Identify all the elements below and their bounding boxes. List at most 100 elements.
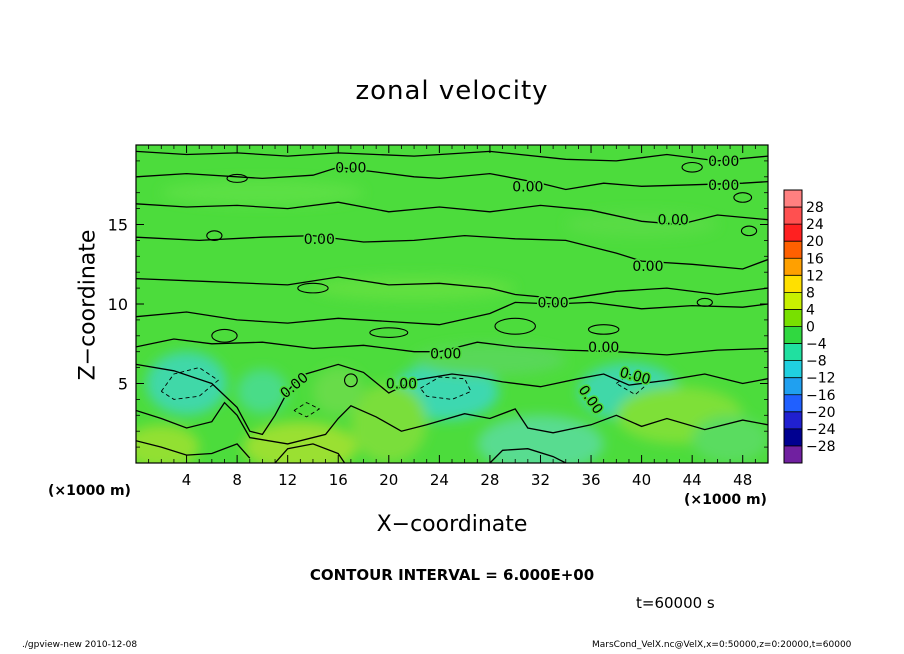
- chart-title: zonal velocity: [355, 76, 549, 106]
- y-tick-label: 15: [108, 216, 128, 235]
- y-tick-label: 10: [108, 295, 128, 314]
- colorbar-label: −28: [806, 439, 836, 455]
- colorbar-label: 4: [806, 302, 815, 318]
- contour-label: 0.00: [708, 154, 739, 170]
- contour-label: 0.00: [538, 295, 569, 311]
- contour-line: [136, 201, 768, 226]
- contour-label: 0.00: [386, 377, 417, 393]
- x-tick-label: 12: [278, 471, 297, 489]
- field-blob: [243, 421, 358, 463]
- footer-left: ./gpview-new 2010-12-08: [22, 640, 138, 650]
- colorbar-segment: [784, 190, 802, 208]
- contour-label: 0.00: [335, 160, 366, 176]
- contour-labels: 0.00 0.00 0.00 0.00 0.00 0.00 0.00 0.00 0.00 0.00…: [276, 152, 741, 418]
- contour-loop: [740, 225, 758, 237]
- colorbar-segment: [784, 326, 802, 344]
- contour-line-negative: [293, 402, 321, 418]
- time-label: t=60000 s: [636, 594, 715, 612]
- colorbar-label: 12: [806, 268, 824, 284]
- colorbar-segment: [784, 309, 802, 327]
- contour-line-negative: [420, 376, 472, 400]
- contour-line: [136, 166, 768, 191]
- field-blob: [350, 383, 427, 463]
- colorbar-segment: [784, 428, 802, 447]
- x-tick-label: 24: [430, 471, 449, 489]
- x-unit-left: (×1000 m): [48, 483, 131, 499]
- contour-line-negative: [160, 367, 219, 400]
- colorbar-label: 16: [806, 251, 824, 267]
- x-tick-label: 8: [232, 471, 242, 489]
- colorbar-label: −12: [806, 371, 836, 387]
- contour-line: [136, 401, 768, 445]
- contour-line: [489, 448, 567, 463]
- x-tick-label: 16: [329, 471, 348, 489]
- colorbar-label: −4: [806, 337, 827, 353]
- x-tick-label: 20: [379, 471, 398, 489]
- contour-loop: [369, 327, 409, 338]
- field-blob: [565, 211, 718, 238]
- x-tick-label: 44: [683, 471, 702, 489]
- colorbar-label: 28: [806, 200, 824, 216]
- contour-loop: [297, 282, 329, 294]
- contour-loop: [226, 173, 248, 183]
- x-tick-label: 40: [632, 471, 651, 489]
- contour-loop: [494, 317, 536, 335]
- x-tick-label: 36: [581, 471, 600, 489]
- colorbar-segment: [784, 224, 802, 242]
- contour-loop: [206, 230, 223, 241]
- colorbar-segment: [784, 241, 802, 259]
- colorbar-segment: [784, 411, 802, 430]
- colorbar-label: 0: [806, 320, 815, 336]
- contour-label: 0.00: [708, 178, 739, 194]
- colorbar-segment: [784, 292, 802, 310]
- contour-lines: [136, 150, 768, 463]
- field-blob: [312, 275, 516, 301]
- colorbar-segment: [784, 394, 802, 413]
- colorbar-segment: [784, 343, 802, 361]
- x-axis-label: X−coordinate: [376, 512, 528, 537]
- colorbar-label: 20: [806, 234, 824, 250]
- contour-label: 0.00: [588, 340, 619, 356]
- contour-line: [136, 363, 768, 436]
- contour-label: 0.00: [304, 232, 335, 248]
- contour-label: 0.00: [430, 346, 461, 362]
- field-blob: [237, 369, 288, 414]
- contour-line: [136, 338, 768, 356]
- colorbar-segment: [784, 207, 802, 225]
- y-tick-label: 5: [118, 375, 128, 394]
- field-blob: [161, 179, 364, 206]
- velocity-field: [136, 145, 768, 463]
- contour-line: [274, 443, 346, 463]
- field-blob: [414, 343, 566, 376]
- contour-label: 0.00: [658, 213, 689, 229]
- contour-loop: [587, 324, 620, 335]
- colorbar-label: −16: [806, 388, 836, 404]
- field-blob: [312, 367, 364, 416]
- colorbar-label: −20: [806, 405, 836, 421]
- contour-line-negative: [616, 373, 649, 396]
- colorbar-label: −8: [806, 354, 827, 370]
- x-unit-right: (×1000 m): [684, 492, 767, 508]
- x-axis: 4 8 12 16 20 24 28 32 36 40 44 48: [148, 145, 756, 489]
- contour-loop: [681, 161, 703, 173]
- colorbar-label: −24: [806, 422, 836, 438]
- contour-loop: [733, 192, 753, 203]
- contour-line: [136, 440, 251, 459]
- contour-interval: CONTOUR INTERVAL = 6.000E+00: [309, 566, 595, 584]
- contour-label: 0.00: [512, 179, 543, 195]
- contour-loop: [344, 373, 358, 388]
- x-tick-label: 48: [733, 471, 752, 489]
- y-axis-label: Z−coordinate: [75, 229, 101, 381]
- colorbar-segment: [784, 445, 802, 464]
- contour-loop: [211, 328, 238, 343]
- field-blob: [477, 415, 604, 463]
- field-blob: [692, 415, 768, 463]
- x-tick-label: 32: [531, 471, 550, 489]
- x-tick-label: 4: [182, 471, 192, 489]
- colorbar-segment: [784, 377, 802, 396]
- contour-line: [136, 301, 768, 326]
- contour-loop: [696, 297, 713, 307]
